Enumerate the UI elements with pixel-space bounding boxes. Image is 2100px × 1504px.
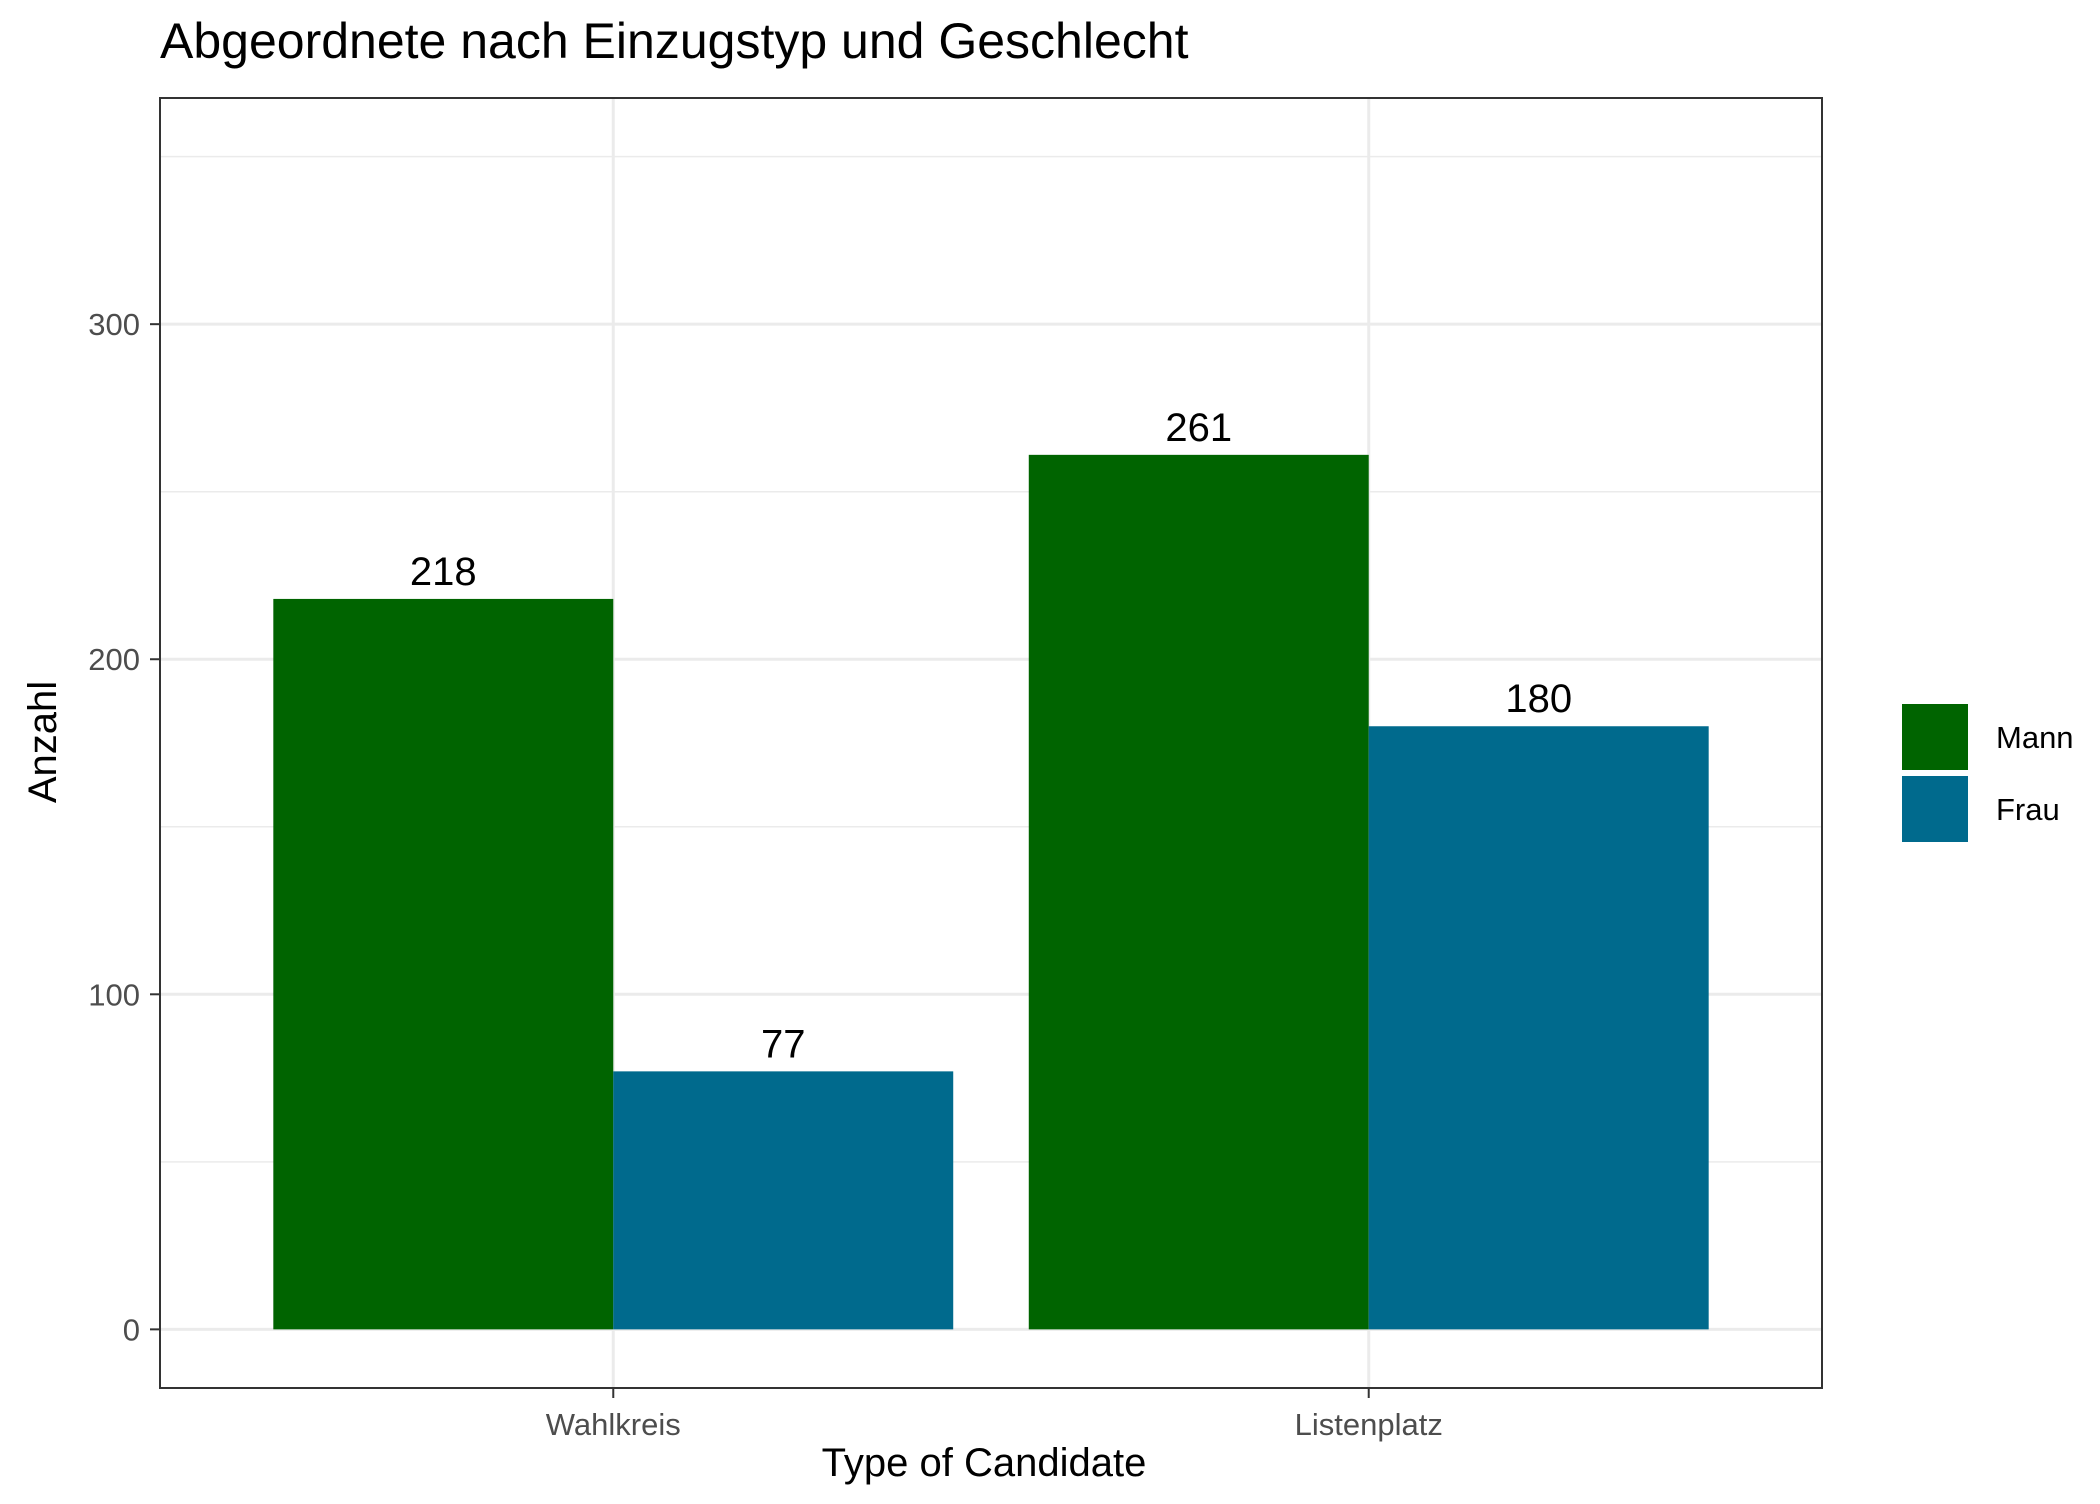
- bar-frau-listenplatz: [1368, 726, 1709, 1330]
- bar-mann-wahlkreis: [273, 598, 614, 1330]
- x-tick-label: Listenplatz: [1295, 1407, 1443, 1442]
- data-label: 180: [1505, 677, 1572, 721]
- y-tick-label: 0: [123, 1312, 140, 1347]
- axes: Wahlkreis Listenplatz 0 100 200 300: [88, 307, 1443, 1442]
- legend-key-mann: [1902, 704, 1968, 770]
- bar-mann-listenplatz: [1028, 454, 1369, 1330]
- y-tick-label: 300: [88, 307, 140, 342]
- x-axis-title: Type of Candidate: [822, 1441, 1147, 1485]
- data-label: 261: [1165, 406, 1232, 450]
- legend: Mann Frau: [1902, 704, 2074, 842]
- y-tick-label: 200: [88, 642, 140, 677]
- y-tick-label: 100: [88, 977, 140, 1012]
- legend-label-mann: Mann: [1996, 720, 2074, 755]
- data-label: 77: [761, 1022, 806, 1066]
- data-labels: 218 77 261 180: [410, 406, 1572, 1067]
- bar-frau-wahlkreis: [613, 1071, 954, 1330]
- legend-label-frau: Frau: [1996, 792, 2060, 827]
- y-axis-title: Anzahl: [21, 681, 65, 803]
- chart-title: Abgeordnete nach Einzugstyp und Geschlec…: [160, 13, 1189, 69]
- data-label: 218: [410, 550, 477, 594]
- bars: [273, 454, 1709, 1330]
- plot-panel-border: [159, 97, 1823, 1389]
- legend-key-frau: [1902, 776, 1968, 842]
- x-tick-label: Wahlkreis: [546, 1407, 681, 1442]
